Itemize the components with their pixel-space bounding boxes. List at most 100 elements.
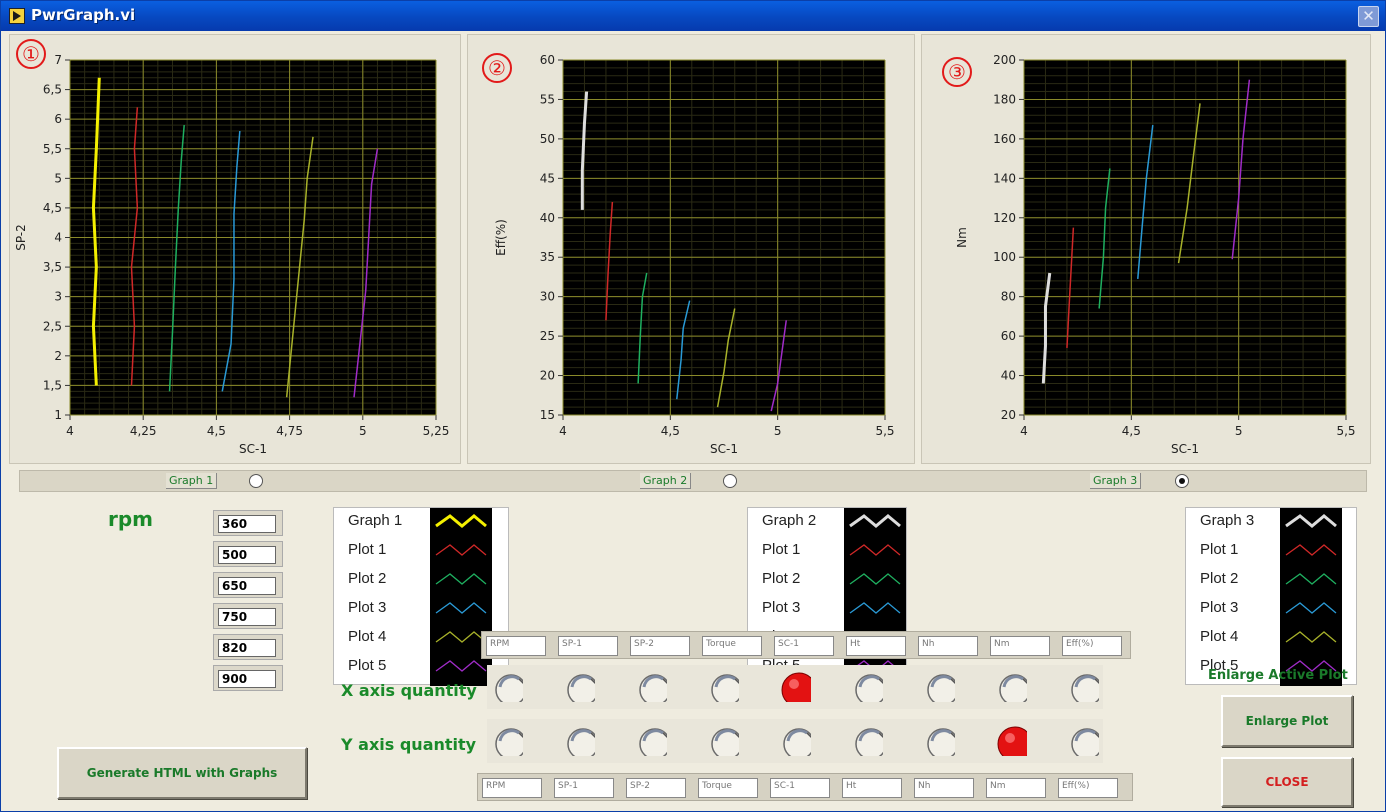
quantity-fields-top: RPM SP-1 SP-2 Torque SC-1 Ht Nh Nm Eff(%)	[481, 631, 1131, 659]
y-tick-label: 140	[993, 171, 1016, 185]
quantity-field-top: SC-1	[774, 636, 834, 656]
knob-arc	[1002, 675, 1024, 688]
legend-swatch	[1285, 660, 1337, 672]
y-tick-label: 60	[540, 53, 555, 67]
knob-arc	[930, 675, 952, 688]
graph-3-label: Graph 3	[1090, 473, 1142, 489]
legend-swatch	[435, 631, 487, 643]
legend-swatch-line	[1285, 602, 1337, 614]
graph-number-1: ①	[16, 39, 46, 69]
legend-swatch-line	[849, 602, 901, 614]
y-axis-option-knob[interactable]	[781, 726, 811, 756]
quantity-fields-bottom: RPM SP-1 SP-2 Torque SC-1 Ht Nh Nm Eff(%)	[477, 773, 1133, 801]
x-axis-option-knob[interactable]	[853, 672, 883, 702]
x-axis-selected-indicator[interactable]	[781, 672, 811, 702]
legend-swatch-line	[1285, 514, 1337, 528]
y-axis-option-knob[interactable]	[709, 726, 739, 756]
series-line-5	[285, 136, 314, 398]
legend-item-label: Plot 1	[348, 541, 387, 558]
quantity-field-bottom: Nh	[914, 778, 974, 798]
quantity-field-bottom: SP-1	[554, 778, 614, 798]
y-tick-label: 1	[54, 408, 62, 422]
rpm-value: 650	[218, 577, 276, 595]
y-tick-label: 35	[540, 250, 555, 264]
series-line-6	[770, 320, 787, 412]
legend-item-label: Graph 2	[762, 512, 817, 529]
knob-arc	[1074, 729, 1096, 742]
x-tick-label: 4	[559, 424, 567, 438]
close-button[interactable]: CLOSE	[1221, 757, 1353, 807]
x-axis-option-knob[interactable]	[637, 672, 667, 702]
x-axis-option-knob[interactable]	[709, 672, 739, 702]
y-axis-option-knob[interactable]	[925, 726, 955, 756]
legend-item-label: Plot 1	[1200, 541, 1239, 558]
legend-swatch-line	[435, 660, 487, 672]
y-axis-knob-row	[487, 719, 1103, 763]
graph-1-radio[interactable]	[249, 474, 263, 488]
legend-item: Plot 5	[1186, 653, 1356, 682]
legend-item-label: Plot 3	[348, 599, 387, 616]
series-line-2	[605, 201, 614, 321]
legend-swatch	[1285, 514, 1337, 528]
y-axis-option-knob[interactable]	[637, 726, 667, 756]
knob-arc	[1074, 675, 1096, 688]
series-line-3	[1098, 168, 1111, 309]
rpm-value: 900	[218, 670, 276, 688]
x-axis-option-knob[interactable]	[1069, 672, 1099, 702]
quantity-field-bottom: RPM	[482, 778, 542, 798]
labview-icon	[9, 8, 25, 24]
y-tick-label: 180	[993, 92, 1016, 106]
y-axis-option-knob[interactable]	[853, 726, 883, 756]
x-tick-label: 5,5	[875, 424, 894, 438]
plot-area	[563, 60, 885, 415]
y-tick-label: 55	[540, 92, 555, 106]
graph-3-radio[interactable]	[1175, 474, 1189, 488]
legend-item: Plot 3	[1186, 595, 1356, 624]
enlarge-active-plot-label: Enlarge Active Plot	[1208, 668, 1348, 683]
quantity-field-top: Ht	[846, 636, 906, 656]
series-line-2	[1066, 227, 1075, 348]
legend-item-label: Plot 2	[348, 570, 387, 587]
y-tick-label: 30	[540, 290, 555, 304]
legend-swatch-line	[435, 573, 487, 585]
y-tick-label: 6,5	[43, 83, 62, 97]
legend-swatch-line	[435, 602, 487, 614]
y-axis-selected-indicator[interactable]	[997, 726, 1027, 756]
generate-html-button[interactable]: Generate HTML with Graphs	[57, 747, 307, 799]
legend-item: Plot 3	[334, 595, 508, 624]
y-tick-label: 200	[993, 53, 1016, 67]
y-tick-label: 4,5	[43, 201, 62, 215]
y-axis-option-knob[interactable]	[565, 726, 595, 756]
quantity-field-bottom: Ht	[842, 778, 902, 798]
y-tick-label: 6	[54, 112, 62, 126]
series-line-1	[1041, 272, 1052, 384]
x-tick-label: 4,5	[661, 424, 680, 438]
knob-arc	[498, 729, 520, 742]
knob-pointer	[950, 678, 955, 685]
legend-swatch	[1285, 602, 1337, 614]
y-axis-option-knob[interactable]	[493, 726, 523, 756]
title-bar[interactable]: PwrGraph.vi ✕	[1, 1, 1385, 31]
legend-item-label: Plot 5	[348, 657, 387, 674]
x-tick-label: 4	[1020, 424, 1028, 438]
enlarge-plot-button[interactable]: Enlarge Plot	[1221, 695, 1353, 747]
legend-swatch-line	[1285, 660, 1337, 672]
knob-pointer	[590, 678, 595, 685]
legend-swatch-line	[435, 544, 487, 556]
graph-2-chart: 4 4,5 5 5,5 15 20 25 30 35 40 45 50 55 60 SC-1 Eff(%)	[494, 53, 895, 456]
close-label: CLOSE	[1265, 775, 1309, 789]
legend-item-label: Plot 4	[348, 628, 387, 645]
y-axis-option-knob[interactable]	[1069, 726, 1099, 756]
x-axis-option-knob[interactable]	[925, 672, 955, 702]
knob-highlight	[789, 679, 799, 689]
y-tick-label: 40	[540, 211, 555, 225]
series-line-4	[221, 130, 241, 392]
legend-swatch-line	[849, 514, 901, 528]
legend-item-label: Graph 3	[1200, 512, 1255, 529]
knob-arc	[714, 729, 736, 742]
graph-2-radio[interactable]	[723, 474, 737, 488]
x-axis-option-knob[interactable]	[997, 672, 1027, 702]
x-axis-option-knob[interactable]	[493, 672, 523, 702]
x-axis-option-knob[interactable]	[565, 672, 595, 702]
window-close-button[interactable]: ✕	[1358, 6, 1379, 27]
